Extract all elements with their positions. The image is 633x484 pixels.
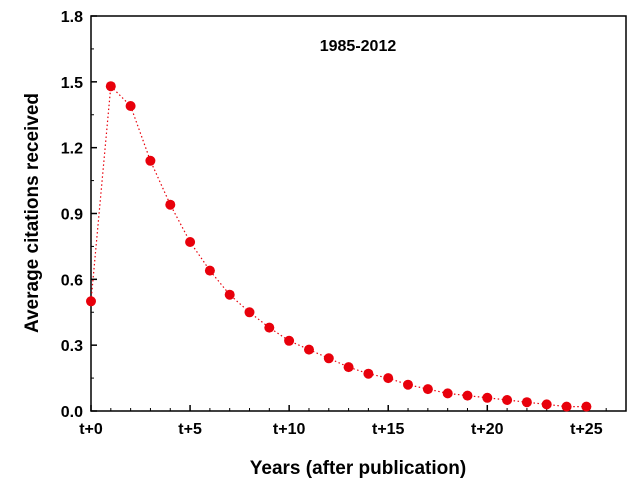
y-tick-label: 1.5 <box>61 75 83 92</box>
x-tick-label: t+15 <box>372 421 405 438</box>
x-tick-label: t+25 <box>570 421 603 438</box>
y-tick-label: 0.9 <box>61 207 83 224</box>
x-axis-ticks: t+0 t+5 t+10 t+15 t+20 t+25 <box>79 405 607 438</box>
x-tick-label: t+0 <box>79 421 103 438</box>
data-point <box>323 353 334 364</box>
y-axis-title: Average citations received <box>22 93 43 333</box>
data-point <box>581 401 592 412</box>
y-tick-label: 0.0 <box>61 404 83 421</box>
data-point <box>224 289 235 300</box>
data-point <box>125 101 136 111</box>
plot-frame <box>90 15 627 412</box>
chart-annotation: 1985-2012 <box>320 38 397 55</box>
y-tick-label: 1.8 <box>61 9 83 26</box>
x-tick-label: t+5 <box>178 421 202 438</box>
data-point <box>165 199 176 210</box>
data-point <box>363 368 374 379</box>
data-point <box>422 384 433 395</box>
data-point <box>86 296 96 307</box>
data-point <box>204 265 215 276</box>
y-tick-label: 1.2 <box>61 141 83 158</box>
data-point <box>502 395 513 405</box>
data-point <box>244 307 255 318</box>
data-point <box>442 388 453 399</box>
y-axis-ticks: 0.0 0.3 0.6 0.9 1.2 1.5 1.8 <box>61 9 97 421</box>
y-tick-label: 0.3 <box>61 338 83 355</box>
x-tick-label: t+20 <box>471 421 504 438</box>
x-tick-label: t+10 <box>273 421 306 438</box>
data-point <box>521 397 532 408</box>
data-point <box>105 81 116 92</box>
data-point <box>383 373 394 384</box>
data-point <box>185 237 196 247</box>
series-points <box>86 81 592 412</box>
data-point <box>145 155 156 166</box>
data-point <box>403 379 413 390</box>
y-tick-label: 0.6 <box>61 272 83 289</box>
series-line <box>90 84 587 408</box>
data-point <box>561 401 572 412</box>
data-point <box>284 335 295 346</box>
data-point <box>343 362 354 373</box>
data-point <box>541 399 552 410</box>
x-axis-title: Years (after publication) <box>250 458 466 479</box>
data-point <box>482 392 493 403</box>
data-point <box>264 322 275 333</box>
data-point <box>304 344 314 355</box>
data-point <box>462 390 473 401</box>
